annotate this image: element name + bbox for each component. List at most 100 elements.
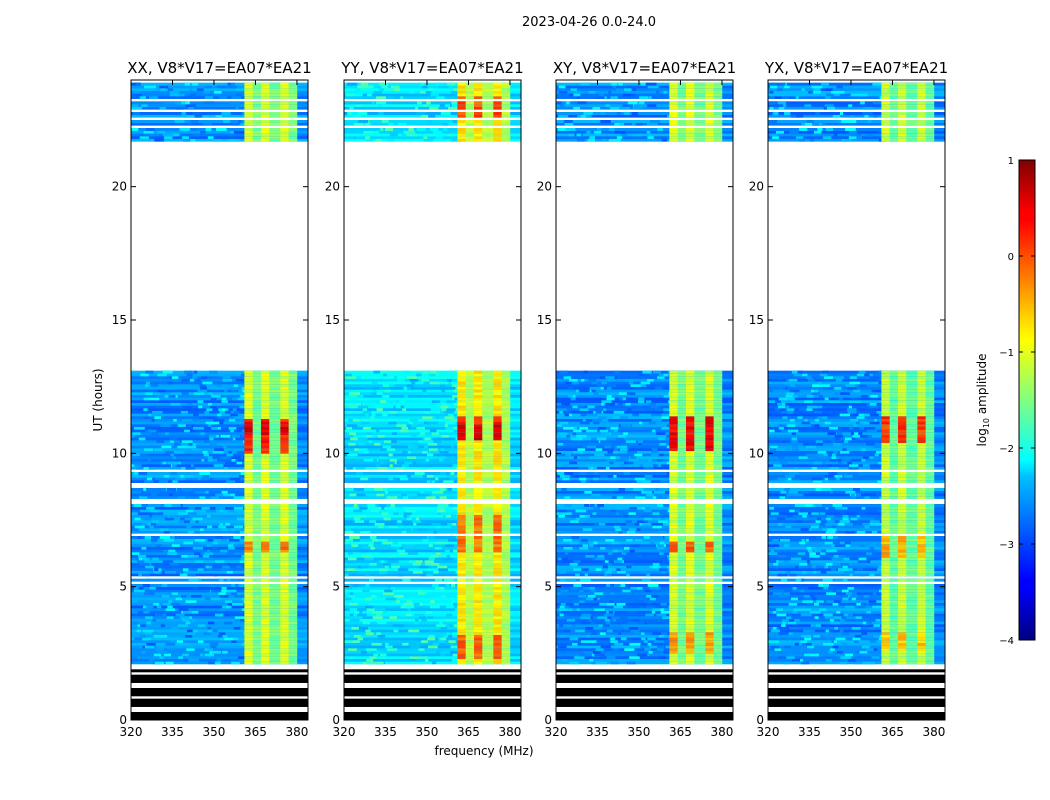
rfi-band: [260, 522, 270, 526]
rfi-band: [473, 618, 483, 622]
spectrum-row: [344, 650, 521, 654]
rfi-band: [493, 381, 502, 385]
rfi-band: [705, 461, 714, 465]
rfi-band: [713, 525, 723, 529]
noise-speck: [570, 586, 577, 590]
noise-speck: [182, 568, 189, 571]
noise-speck: [625, 402, 631, 406]
rfi-band: [244, 122, 253, 126]
rfi-band: [713, 629, 723, 633]
spectrum-row: [556, 610, 733, 614]
noise-speck: [186, 112, 192, 115]
rfi-band: [713, 658, 723, 662]
rfi-band: [669, 642, 678, 646]
rfi-band: [705, 573, 714, 577]
rfi-band: [288, 477, 298, 481]
rfi-band: [280, 541, 289, 545]
rfi-band: [280, 461, 289, 465]
rfi-band: [669, 554, 678, 558]
rfi-band: [457, 432, 466, 435]
rfi-band: [685, 450, 695, 454]
rfi-band: [252, 400, 262, 403]
rfi-band: [260, 637, 270, 641]
rfi-band: [669, 106, 678, 110]
noise-speck: [435, 552, 441, 555]
spectrum-row: [556, 488, 733, 491]
noise-speck: [585, 597, 591, 601]
noise-speck: [564, 552, 569, 555]
noise-speck: [240, 528, 247, 531]
rfi-band: [705, 373, 714, 377]
rfi-band: [705, 392, 714, 395]
spectrum-row: [344, 621, 521, 625]
noise-speck: [450, 418, 458, 422]
noise-speck: [387, 138, 395, 142]
rfi-band: [288, 504, 298, 507]
rfi-band: [269, 642, 281, 646]
noise-speck: [423, 104, 428, 107]
rfi-band: [694, 493, 706, 497]
noise-speck: [399, 477, 409, 481]
noise-speck: [636, 600, 644, 603]
rfi-band: [677, 629, 687, 633]
noise-speck: [445, 514, 457, 518]
noise-speck: [614, 496, 624, 499]
noise-speck: [564, 504, 573, 507]
rfi-band: [457, 104, 466, 107]
rfi-band: [244, 429, 253, 433]
rfi-band: [669, 490, 678, 494]
noise-speck: [237, 584, 245, 587]
rfi-band: [677, 573, 687, 577]
noise-speck: [349, 602, 358, 606]
rfi-band: [669, 613, 678, 617]
rfi-band: [252, 522, 262, 526]
rfi-band: [252, 122, 262, 126]
rfi-band: [501, 570, 511, 574]
rfi-band: [252, 493, 262, 497]
rfi-band: [685, 373, 695, 377]
noise-speck: [213, 464, 224, 467]
rfi-band: [288, 464, 298, 467]
rfi-band: [244, 578, 253, 582]
rfi-band: [473, 104, 483, 107]
noise-speck: [647, 378, 654, 382]
noise-speck: [447, 133, 454, 137]
noise-speck: [807, 645, 815, 649]
noise-speck: [393, 512, 399, 515]
rfi-band: [244, 554, 253, 558]
spectrum-row: [131, 549, 308, 553]
rfi-band: [269, 600, 281, 603]
rfi-band: [713, 597, 723, 601]
rfi-band: [677, 112, 687, 115]
rfi-band: [677, 445, 687, 449]
noise-speck: [185, 600, 197, 603]
rfi-band: [288, 413, 298, 417]
noise-speck: [600, 632, 606, 635]
spectrum-row: [131, 514, 308, 518]
rfi-band: [280, 384, 289, 387]
rfi-band: [694, 661, 706, 665]
noise-speck: [353, 136, 358, 139]
noise-speck: [427, 637, 436, 641]
noise-speck: [226, 589, 237, 593]
rfi-band: [280, 658, 289, 662]
rfi-band: [260, 554, 270, 558]
noise-speck: [603, 573, 608, 577]
noise-speck: [656, 376, 665, 379]
spectrum-row: [556, 114, 733, 118]
noise-speck: [237, 397, 245, 401]
spectrum-row: [131, 434, 308, 438]
noise-speck: [171, 618, 180, 622]
rfi-band: [465, 104, 475, 107]
noise-speck: [628, 530, 636, 534]
noise-speck: [439, 104, 445, 107]
rfi-band: [473, 610, 483, 614]
noise-speck: [606, 656, 616, 659]
noise-speck: [387, 512, 397, 515]
noise-speck: [181, 90, 191, 94]
rfi-band: [685, 637, 695, 641]
spectrum-row: [556, 656, 733, 659]
noise-speck: [589, 658, 594, 662]
rfi-band: [288, 386, 298, 390]
rfi-band: [501, 434, 511, 438]
